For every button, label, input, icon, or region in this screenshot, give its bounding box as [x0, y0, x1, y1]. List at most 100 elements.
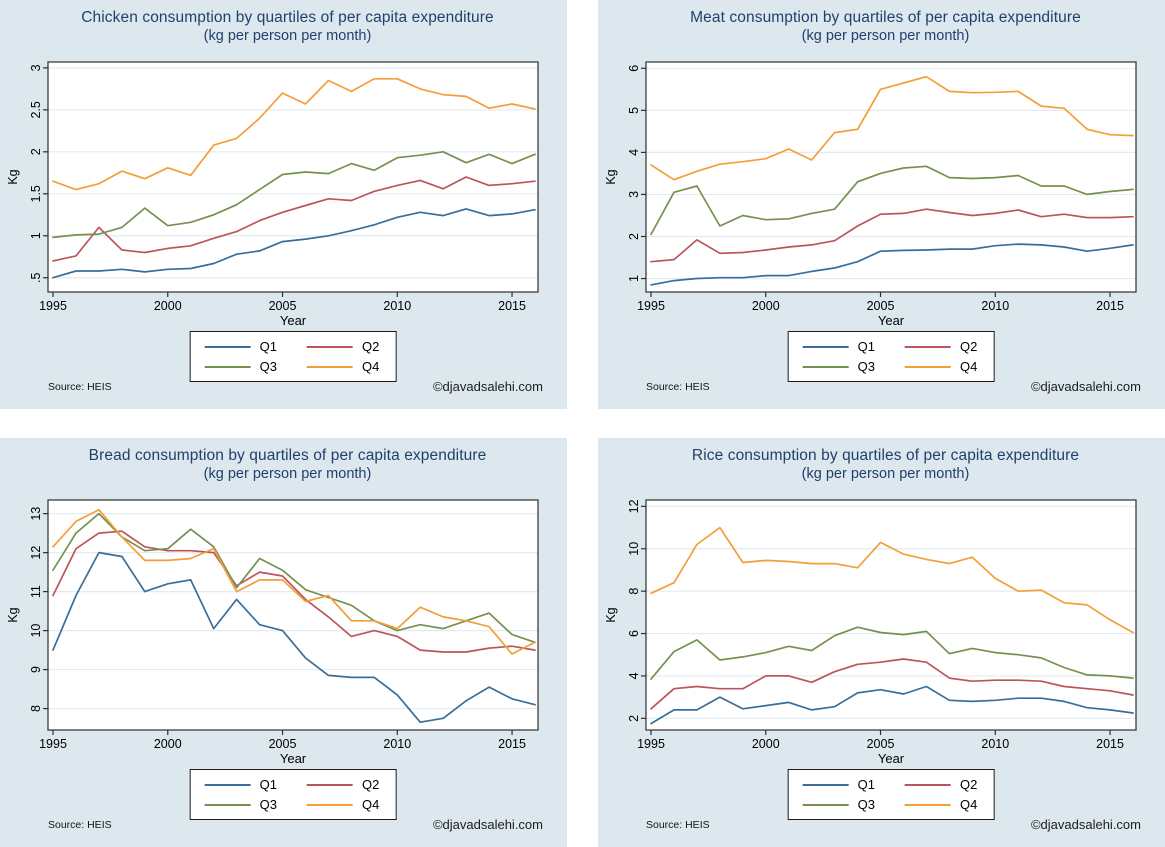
svg-text:10: 10: [29, 624, 43, 638]
q2-line-swatch: [307, 783, 353, 786]
svg-text:1: 1: [29, 232, 43, 239]
legend-label: Q1: [259, 339, 277, 354]
svg-text:1.5: 1.5: [29, 185, 43, 202]
legend-item-q1: Q1: [802, 339, 875, 354]
rice-plot-area: 2 4 6 8 10 12 1995 2000 2005 2010 2015 Kg Year: [604, 499, 1137, 766]
svg-text:10: 10: [627, 542, 641, 556]
legend-item-q4: Q4: [905, 797, 977, 812]
copyright-note: ©djavadsalehi.com: [432, 817, 543, 832]
svg-text:Year: Year: [878, 313, 905, 328]
svg-text:Kg: Kg: [6, 169, 20, 184]
svg-text:2005: 2005: [269, 299, 297, 313]
legend-item-q2: Q2: [307, 339, 379, 354]
svg-text:2000: 2000: [154, 737, 182, 751]
legend-item-q4: Q4: [307, 797, 379, 812]
q1-line-swatch: [204, 783, 251, 786]
legend-item-q1: Q1: [204, 339, 277, 354]
copyright-note: ©djavadsalehi.com: [1030, 817, 1141, 832]
legend-label: Q2: [362, 339, 380, 354]
q1-line-swatch: [204, 345, 251, 348]
chart-panel-bread: 8 9 10 11 12 13 1995 2000 2005 2010 2015 Kg Year Bre…: [0, 438, 567, 847]
q2-line-swatch: [905, 783, 951, 786]
svg-text:2015: 2015: [1096, 299, 1124, 313]
svg-text:2005: 2005: [867, 737, 895, 751]
q3-line-swatch: [802, 803, 849, 806]
chart-subtitle: (kg per person per month): [801, 28, 970, 44]
svg-text:12: 12: [29, 546, 43, 560]
svg-text:2005: 2005: [867, 299, 895, 313]
legend-item-q3: Q3: [204, 359, 277, 374]
legend-label: Q4: [960, 797, 978, 812]
source-note: Source: HEIS: [48, 819, 112, 831]
q4-line-swatch: [905, 365, 951, 368]
svg-text:Kg: Kg: [6, 607, 20, 622]
svg-text:2015: 2015: [498, 737, 526, 751]
legend-item-q1: Q1: [802, 777, 875, 792]
svg-text:1995: 1995: [39, 737, 67, 751]
svg-text:Year: Year: [280, 313, 307, 328]
legend-label: Q2: [362, 777, 380, 792]
svg-text:Year: Year: [878, 751, 905, 766]
legend-item-q1: Q1: [204, 777, 277, 792]
svg-text:4: 4: [627, 672, 641, 679]
svg-text:2: 2: [29, 148, 43, 155]
svg-text:2.5: 2.5: [29, 101, 43, 118]
svg-text:Year: Year: [280, 751, 307, 766]
svg-text:8: 8: [29, 705, 43, 712]
meat-plot-area: 1 2 3 4 5 6 1995 2000 2005 2010 2015 Kg Year: [604, 61, 1137, 328]
svg-text:6: 6: [627, 630, 641, 637]
source-note: Source: HEIS: [646, 819, 710, 831]
svg-text:1: 1: [627, 275, 641, 282]
legend-item-q4: Q4: [905, 359, 977, 374]
q4-line-swatch: [307, 803, 353, 806]
legend-item-q4: Q4: [307, 359, 379, 374]
legend-label: Q2: [960, 777, 978, 792]
svg-text:4: 4: [627, 149, 641, 156]
svg-text:12: 12: [627, 499, 641, 513]
source-note: Source: HEIS: [646, 381, 710, 393]
svg-text:9: 9: [29, 666, 43, 673]
legend-label: Q4: [960, 359, 978, 374]
q1-line-swatch: [802, 783, 849, 786]
svg-text:2005: 2005: [269, 737, 297, 751]
legend: Q1 Q2 Q3 Q4: [189, 331, 397, 382]
svg-text:2010: 2010: [981, 737, 1009, 751]
legend-label: Q3: [259, 359, 277, 374]
legend-label: Q1: [259, 777, 277, 792]
svg-text:11: 11: [29, 585, 43, 598]
chart-subtitle: (kg per person per month): [801, 466, 970, 482]
chicken-plot-area: .5 1 1.5 2 2.5 3 1995 2000 2005 2010 2015 Kg Year: [6, 61, 539, 328]
q3-line-swatch: [204, 803, 251, 806]
legend: Q1 Q2 Q3 Q4: [189, 769, 397, 820]
legend-label: Q4: [362, 797, 380, 812]
svg-text:2010: 2010: [383, 299, 411, 313]
svg-text:1995: 1995: [637, 737, 665, 751]
legend-item-q3: Q3: [802, 359, 875, 374]
legend-label: Q2: [960, 339, 978, 354]
q3-line-swatch: [204, 365, 251, 368]
svg-text:2: 2: [627, 233, 641, 240]
svg-text:Kg: Kg: [604, 169, 618, 184]
svg-text:2015: 2015: [1096, 737, 1124, 751]
legend-label: Q4: [362, 359, 380, 374]
svg-text:2010: 2010: [383, 737, 411, 751]
q2-line-swatch: [905, 345, 951, 348]
legend-item-q3: Q3: [204, 797, 277, 812]
svg-text:8: 8: [627, 588, 641, 595]
legend-label: Q3: [857, 359, 875, 374]
legend-item-q2: Q2: [905, 777, 977, 792]
legend-label: Q1: [857, 777, 875, 792]
svg-text:5: 5: [627, 107, 641, 114]
legend-label: Q3: [259, 797, 277, 812]
legend-item-q2: Q2: [307, 777, 379, 792]
q3-line-swatch: [802, 365, 849, 368]
q2-line-swatch: [307, 345, 353, 348]
copyright-note: ©djavadsalehi.com: [432, 379, 543, 394]
legend-label: Q3: [857, 797, 875, 812]
svg-text:1995: 1995: [39, 299, 67, 313]
chart-title: Rice consumption by quartiles of per cap…: [691, 447, 1080, 464]
svg-text:2000: 2000: [752, 737, 780, 751]
source-note: Source: HEIS: [48, 381, 112, 393]
svg-text:3: 3: [29, 64, 43, 71]
